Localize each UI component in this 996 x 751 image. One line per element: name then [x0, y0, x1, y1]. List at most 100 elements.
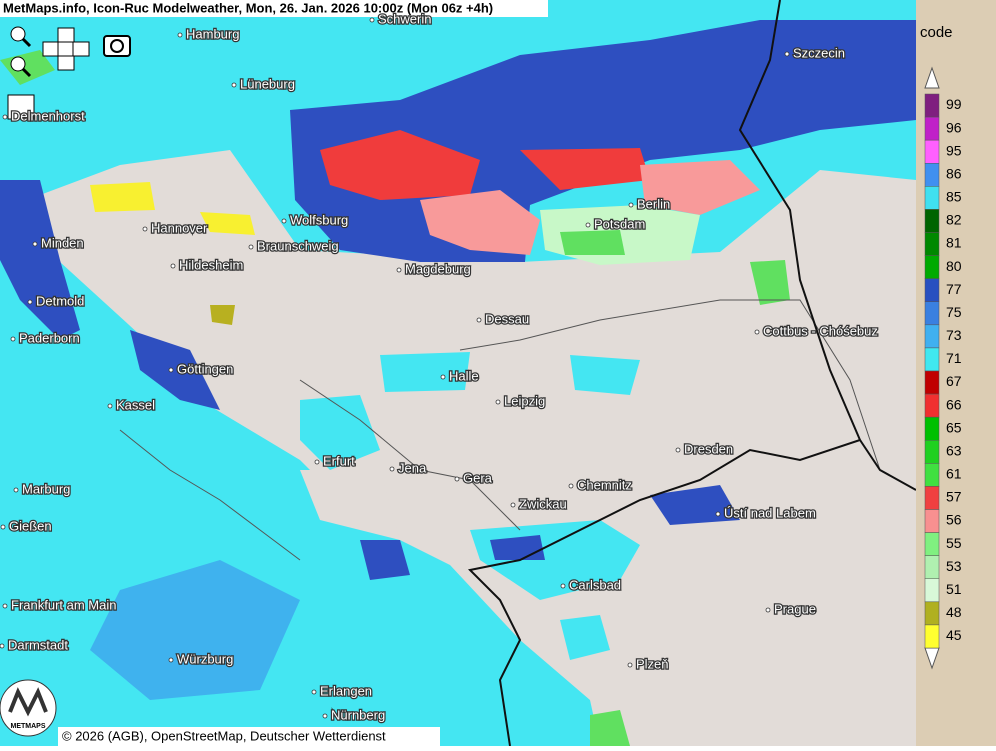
- fullscreen-button[interactable]: [7, 94, 35, 120]
- city-label: Zwickau: [519, 496, 567, 511]
- state-border: [299, 379, 521, 531]
- legend-swatch: [924, 209, 940, 233]
- city-dot: [168, 367, 174, 373]
- city-dot: [2, 603, 8, 609]
- country-border: [859, 439, 917, 491]
- city-dot: [765, 607, 771, 613]
- city-dot: [0, 643, 5, 649]
- city-dot: [454, 476, 460, 482]
- blue-area: [360, 540, 410, 580]
- city-dot: [476, 317, 482, 323]
- legend-label: 55: [946, 535, 962, 551]
- legend-swatch: [924, 509, 940, 533]
- city-label: Detmold: [36, 293, 84, 308]
- legend-label: 82: [946, 212, 962, 228]
- city-label: Jena: [398, 460, 427, 475]
- blue-area: [0, 180, 80, 340]
- city-dot: [396, 267, 402, 273]
- city-label: Lüneburg: [240, 76, 295, 91]
- city-dot: [585, 222, 591, 228]
- city-label: Hamburg: [186, 26, 239, 41]
- legend-swatch: [924, 186, 940, 210]
- yellow-area: [200, 212, 255, 235]
- city-label: Magdeburg: [405, 261, 471, 276]
- footer-bar: [58, 727, 440, 746]
- city-dot: [440, 374, 446, 380]
- camera-button[interactable]: [103, 35, 131, 57]
- city-label: Hannover: [151, 220, 208, 235]
- city-label: Nürnberg: [331, 707, 385, 722]
- city-dot: [754, 329, 760, 335]
- city-dot: [281, 218, 287, 224]
- city-label: Cottbus - Chóśebuz: [763, 323, 878, 338]
- legend-title: code: [920, 24, 953, 41]
- city-dot: [311, 689, 317, 695]
- city-label: Göttingen: [177, 361, 233, 376]
- city-label: Schwerin: [378, 11, 431, 26]
- city-dot: [177, 32, 183, 38]
- green-area: [590, 710, 630, 746]
- legend-label: 66: [946, 396, 962, 412]
- city-dot: [27, 299, 33, 305]
- city-label: Halle: [449, 368, 479, 383]
- legend-swatch: [924, 486, 940, 510]
- salmon-area: [420, 190, 540, 255]
- legend-label: 81: [946, 235, 962, 251]
- city-label: Gießen: [9, 518, 52, 533]
- legend-swatch: [924, 370, 940, 395]
- legend-label: 45: [946, 627, 962, 643]
- shower-area: [300, 395, 380, 470]
- legend-swatch: [924, 578, 940, 603]
- city-dot: [389, 466, 395, 472]
- legend-label: 86: [946, 165, 962, 181]
- city-label: Kassel: [116, 397, 155, 412]
- legend-swatch: [924, 624, 940, 649]
- city-dot: [107, 403, 113, 409]
- legend-swatch: [924, 324, 940, 349]
- city-dot: [0, 524, 6, 530]
- light-blue-area: [90, 560, 300, 700]
- legend-label: 99: [946, 96, 962, 112]
- logo-text: METMAPS: [11, 723, 46, 730]
- legend-label: 67: [946, 373, 962, 389]
- pan-controls[interactable]: [42, 27, 90, 71]
- city-label: Ústí nad Labem: [724, 505, 816, 520]
- legend-swatch: [924, 232, 940, 256]
- legend-label: 71: [946, 350, 962, 366]
- legend-swatch: [924, 139, 940, 164]
- city-dot: [142, 226, 148, 232]
- city-label: Leipzig: [504, 393, 545, 408]
- legend-label: 56: [946, 512, 962, 528]
- city-label: Potsdam: [594, 216, 645, 231]
- city-label: Würzburg: [177, 651, 233, 666]
- city-dot: [715, 511, 721, 517]
- blue-area: [130, 330, 220, 410]
- city-label: Dresden: [684, 441, 733, 456]
- city-label: Delmenhorst: [11, 108, 85, 123]
- legend-swatch: [924, 116, 940, 141]
- city-label: Dessau: [485, 311, 529, 326]
- zoom-in[interactable]: [10, 26, 32, 48]
- city-label: Minden: [41, 235, 84, 250]
- city-dot: [314, 459, 320, 465]
- legend-label: 57: [946, 489, 962, 505]
- legend-swatch: [924, 555, 940, 580]
- olive-area: [210, 305, 235, 325]
- city-dot: [560, 583, 566, 589]
- zoom-out[interactable]: [10, 56, 32, 78]
- city-label: Prague: [774, 601, 816, 616]
- legend-label: 77: [946, 281, 962, 297]
- salmon-area: [640, 160, 760, 215]
- legend-label: 73: [946, 327, 962, 343]
- city-dot: [168, 657, 174, 663]
- legend-swatch: [924, 163, 940, 187]
- legend-label: 53: [946, 558, 962, 574]
- header-title: MetMaps.info, Icon-Ruc Modelweather, Mon…: [3, 0, 493, 15]
- city-label: Carlsbad: [569, 577, 621, 592]
- shower-area: [380, 352, 470, 392]
- header-bar: [0, 0, 548, 17]
- city-dot: [675, 447, 681, 453]
- land-area: [300, 470, 400, 540]
- city-dot: [627, 662, 633, 668]
